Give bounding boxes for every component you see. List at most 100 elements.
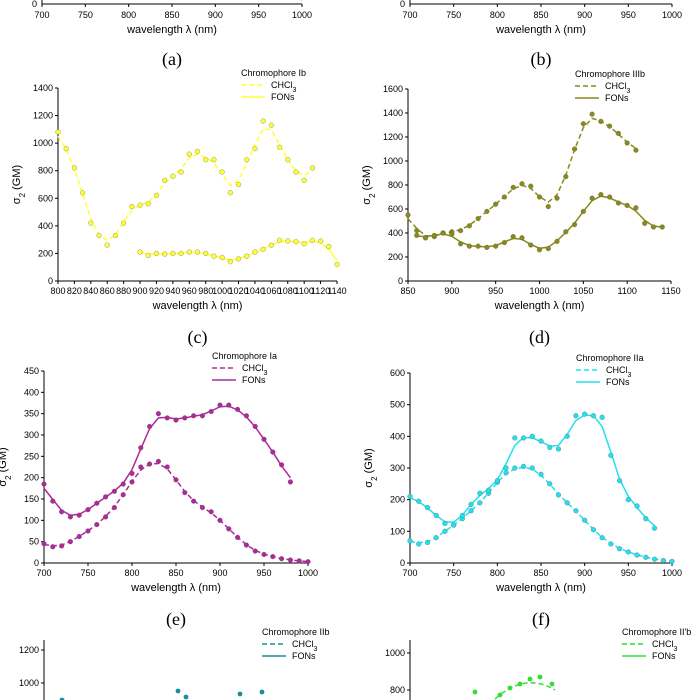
data-point	[186, 249, 192, 255]
data-point	[235, 534, 241, 540]
data-point	[520, 463, 527, 469]
y-axis-title: σ2 (GM)	[363, 448, 379, 487]
data-point	[277, 144, 283, 150]
data-point	[129, 470, 135, 476]
data-point	[407, 493, 413, 500]
data-point	[173, 477, 179, 483]
data-point	[59, 543, 65, 549]
y-tick-label: 1000	[383, 156, 403, 166]
data-point	[512, 465, 518, 471]
data-point	[433, 512, 439, 519]
y-tick-label: 200	[24, 473, 39, 483]
data-point	[468, 508, 474, 514]
x-tick-label: 1000	[298, 568, 318, 578]
data-point	[554, 195, 560, 201]
data-point	[545, 246, 551, 252]
data-point	[111, 504, 117, 511]
data-point	[615, 130, 621, 136]
x-tick-label: 1120	[311, 286, 330, 296]
data-point	[580, 121, 586, 127]
y-tick-label: 1400	[383, 108, 403, 118]
y-tick-label: 50	[29, 537, 39, 547]
x-tick-label: 820	[67, 286, 82, 296]
data-point	[145, 252, 151, 259]
data-point	[529, 433, 535, 439]
y-axis-title: σ2 (GM)	[11, 165, 27, 204]
data-point	[191, 498, 197, 504]
data-point	[549, 681, 555, 687]
data-point	[625, 549, 631, 555]
data-point	[244, 157, 250, 163]
data-point	[424, 505, 431, 511]
data-point	[121, 220, 127, 226]
x-tick-label: 900	[208, 10, 223, 20]
x-tick-label: 950	[251, 10, 266, 20]
x-tick-label: 900	[444, 286, 459, 296]
y-tick-label: 800	[388, 180, 403, 190]
data-point	[71, 165, 77, 171]
data-point	[615, 200, 621, 206]
data-point	[486, 487, 492, 493]
data-point	[547, 481, 553, 487]
data-point	[199, 413, 205, 419]
data-point	[252, 548, 258, 554]
data-point	[563, 229, 569, 235]
y-tick-label: 500	[390, 400, 405, 410]
data-point	[599, 535, 605, 541]
data-point	[563, 174, 569, 180]
y-tick-label: 100	[24, 515, 39, 525]
data-point	[407, 538, 413, 544]
data-point	[85, 528, 91, 534]
legend-label: FONs	[271, 92, 295, 102]
data-point	[536, 247, 543, 253]
chart-panel-e: 700 750 800 850 900 950 1000 0 50 100 150 200 250 300…	[0, 351, 318, 630]
data-point	[260, 246, 266, 252]
data-point	[162, 251, 168, 257]
data-point	[572, 222, 578, 228]
x-tick-label: 850	[400, 286, 415, 296]
data-point	[554, 238, 560, 244]
data-point	[519, 235, 525, 241]
data-point	[170, 250, 176, 256]
data-point	[512, 435, 518, 441]
data-point	[494, 478, 500, 484]
y-tick-label: 300	[24, 430, 39, 440]
data-point	[477, 490, 483, 496]
data-point	[309, 237, 315, 243]
data-point	[582, 411, 588, 417]
data-point	[547, 444, 553, 450]
data-point	[270, 449, 276, 455]
data-point	[468, 501, 474, 507]
data-point	[555, 492, 562, 498]
y-tick-label: 300	[390, 463, 405, 473]
data-point	[634, 552, 640, 558]
data-point	[153, 250, 160, 256]
legend-label: FONs	[606, 377, 630, 387]
data-point	[96, 232, 102, 239]
data-point	[252, 146, 258, 152]
data-point	[493, 243, 499, 249]
data-point	[252, 249, 258, 255]
legend-title: Chromophore IIa	[576, 353, 644, 363]
data-point	[147, 461, 153, 467]
data-point	[484, 244, 490, 250]
data-point	[137, 202, 143, 208]
data-point	[145, 201, 151, 207]
x-tick-label: 920	[149, 286, 164, 296]
data-point	[219, 255, 225, 261]
x-tick-label: 900	[577, 568, 592, 578]
y-tick-label: 1400	[33, 83, 53, 93]
legend-label: FONs	[242, 375, 266, 385]
x-tick-label: 880	[116, 286, 131, 296]
data-point	[607, 194, 613, 200]
data-point	[424, 539, 431, 545]
x-tick-label: 1000	[212, 286, 232, 296]
y-axis-title: σ2 (GM)	[361, 165, 377, 204]
data-point	[103, 494, 109, 500]
data-point	[155, 458, 161, 465]
x-tick-label: 800	[121, 10, 136, 20]
x-tick-label: 900	[212, 568, 227, 578]
